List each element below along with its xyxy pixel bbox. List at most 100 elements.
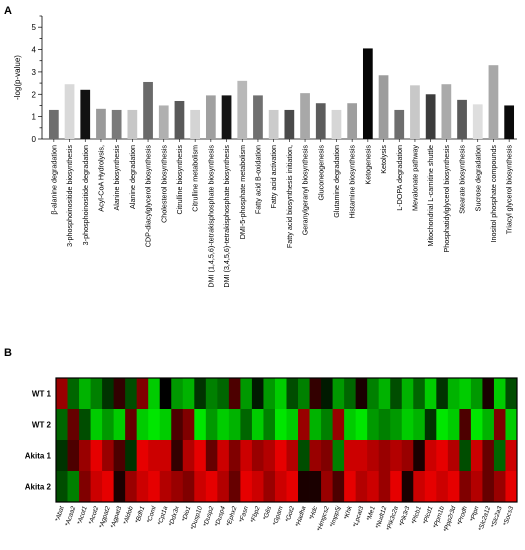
heatmap-cell [113,378,126,410]
heatmap-cell [159,471,172,503]
heatmap-cell [171,440,184,472]
bar-21 [378,75,389,139]
heatmap-cell [424,378,437,410]
heatmap-cell [251,409,264,441]
heatmap-cell [321,409,333,441]
heatmap-cell [332,378,345,410]
bar-24 [425,94,436,139]
gene-label: *Got2 [284,505,296,523]
heatmap-cell [459,440,472,472]
category-label: 3-phosphoinositide biosynthesis [65,145,74,247]
heatmap-cell [182,440,195,472]
heatmap-cell [378,440,391,472]
heatmap-cell [217,409,230,441]
gene-label: *Acot1 [76,505,89,525]
bar-11 [221,95,232,139]
bar-20 [362,48,373,139]
heatmap-cell [482,409,495,441]
heatmap-cell [413,409,426,441]
heatmap-cell [263,378,276,410]
gene-label: *Hadha [294,505,307,528]
category-label: DMI (1,4,5,6)-tetrakisphosphate biosynth… [206,145,215,288]
heatmap-cell [470,378,483,410]
gene-label: *Pik3r3 [398,505,411,527]
category-label: Inositol phosphate compounds [489,145,498,243]
heatmap-cell [148,378,161,410]
bar-25 [441,84,452,139]
heatmap-cell [482,440,495,472]
heatmap-cell [217,440,230,472]
gene-label: *Me1 [366,505,377,522]
heatmap-cell [436,440,449,472]
heatmap-cell [286,378,299,410]
category-label: Geranylgeranyl biosynthesis [301,145,310,236]
heatmap-cell [286,409,299,441]
heatmap-cell [390,409,403,441]
heatmap-cell [240,378,253,410]
heatmap-cell [413,471,426,503]
heatmap-cell [148,409,161,441]
heatmap-cell [482,378,495,410]
heatmap-cell [470,409,483,441]
gene-label: *Ptpn [469,505,481,522]
heatmap-cell [309,471,322,503]
bar-0 [48,109,59,139]
bar-9 [190,109,201,139]
heatmap-cell [447,409,460,441]
heatmap-cell [344,471,357,503]
heatmap-cell [321,378,333,410]
heatmap-cell [67,440,80,472]
heatmap-cell [67,378,80,410]
category-label: L-DOPA degradation [395,145,404,211]
heatmap-cell [125,378,138,410]
heatmap-cell [424,440,437,472]
category-label: Alanine degradation [128,145,137,209]
heatmap-cell [332,409,345,441]
heatmap-cell [413,378,426,410]
heatmap-cell [159,378,172,410]
bar-28 [488,65,499,139]
heatmap-cell [355,378,368,410]
heatmap-cell [79,378,91,410]
heatmap-cell [367,378,380,410]
heatmap-cell [205,409,218,441]
heatmap-cell [447,378,460,410]
heatmap-cell [355,471,368,503]
heatmap-cell [482,471,495,503]
heatmap-cell [148,440,161,472]
heatmap-cell [470,471,483,503]
heatmap-cell [274,440,287,472]
heatmap-cell [355,409,368,441]
heatmap-cell [217,378,230,410]
heatmap-cell [401,440,414,472]
heatmap-cell [459,409,472,441]
heatmap-cell [79,471,91,503]
gene-label: *Fbp2 [250,505,262,524]
heatmap-cell [424,409,437,441]
category-label: Sucrose degradation [473,145,482,211]
bar-15 [284,109,295,139]
heatmap-cell [171,471,184,503]
bar-10 [205,95,216,139]
heatmap-cell [194,378,207,410]
heatmap-cell [240,440,253,472]
category-label: DMI (3,4,5,6)-tetrakisphosphate biosynth… [222,145,231,288]
y-axis-title: -log(p-value) [13,55,22,100]
gene-label: *Hdc [308,505,319,521]
heatmap-cell [148,471,161,503]
heatmap-cell [493,409,506,441]
bar-12 [237,80,248,139]
category-label: Fatty acid biosynthesis initiation, [285,145,294,248]
gene-label: *Impp5j [329,505,343,528]
category-label: Mitochondrial L-carnitine shuttle [426,145,435,246]
heatmap-cell [125,409,138,441]
heatmap-cell [344,378,357,410]
heatmap-cell [286,440,299,472]
category-label: Ketogenesis [363,145,372,185]
heatmap-cell [274,378,287,410]
category-label: DMI-5-phosphate metabolism [238,145,247,239]
gene-label: *Coml [146,505,158,524]
category-label: Triacyl glycerol biosynthesis [505,145,514,235]
heatmap-cell [67,471,80,503]
